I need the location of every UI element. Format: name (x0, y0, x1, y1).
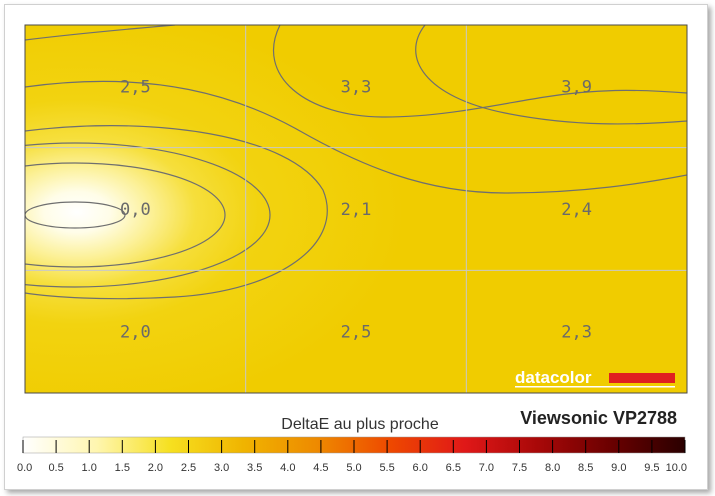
cell-value-label: 2,3 (561, 323, 592, 343)
datacolor-logo-underline (515, 386, 675, 388)
chart-frame: 2,5 3,3 3,9 0,0 2,1 2,4 2,0 2,5 2,3 datacolor De… (4, 4, 708, 490)
datacolor-logo: datacolor (515, 368, 675, 388)
grid-lines (25, 25, 687, 393)
plot-border (24, 24, 688, 394)
colorbar-tick-label: 6.5 (446, 462, 461, 474)
cell-value-label: 2,0 (120, 323, 151, 343)
chart-title: Viewsonic VP2788 (520, 408, 677, 428)
datacolor-logo-bar (609, 373, 675, 383)
colorbar-tick-labels: 0.0 0.5 1.0 1.5 2.0 2.5 3.0 3.5 4.0 4.5 5.0 5.5 6.0 6… (17, 462, 687, 474)
colorbar-tick-label: 3.0 (214, 462, 229, 474)
colorbar-tick-label: 10.0 (666, 462, 687, 474)
contour-line (25, 25, 176, 41)
colorbar-tick-label: 3.5 (247, 462, 262, 474)
datacolor-wordmark: datacolor (515, 368, 592, 387)
contour-lines (25, 25, 687, 300)
colorbar-tick-label: 0.0 (17, 462, 32, 474)
colorbar-tick-label: 4.5 (313, 462, 328, 474)
cell-value-label: 0,0 (120, 200, 151, 220)
colorbar-ticks (22, 440, 686, 453)
contour-line (25, 201, 126, 229)
colorbar: 0.0 0.5 1.0 1.5 2.0 2.5 3.0 3.5 4.0 4.5 5.0 5.5 6.0 6… (17, 436, 687, 474)
colorbar-tick-label: 8.0 (545, 462, 560, 474)
colorbar-tick-label: 6.0 (413, 462, 428, 474)
colorbar-tick-label: 9.0 (611, 462, 626, 474)
contour-line (25, 125, 328, 300)
colorbar-tick-label: 2.0 (148, 462, 163, 474)
colorbar-tick-label: 4.0 (280, 462, 295, 474)
colorbar-tick-label: 2.5 (181, 462, 196, 474)
cell-value-label: 2,1 (341, 200, 372, 220)
contour-line (25, 162, 226, 268)
colorbar-tick-label: 5.0 (346, 462, 361, 474)
contour-line (25, 80, 687, 194)
colorbar-tick-label: 9.5 (644, 462, 659, 474)
heatmap-plot: 2,5 3,3 3,9 0,0 2,1 2,4 2,0 2,5 2,3 datacolor (24, 24, 688, 394)
contour-line (415, 25, 687, 125)
colorbar-tick-label: 1.5 (115, 462, 130, 474)
cell-value-label: 2,5 (120, 77, 151, 97)
contour-line (273, 25, 687, 118)
colorbar-tick-label: 7.5 (512, 462, 527, 474)
cell-value-label: 2,5 (341, 323, 372, 343)
colorbar-tick-label: 7.0 (479, 462, 494, 474)
colorbar-tick-label: 8.5 (578, 462, 593, 474)
colorbar-tick-label: 5.5 (379, 462, 394, 474)
colorbar-tick-label: 0.5 (48, 462, 63, 474)
cell-value-label: 3,9 (561, 77, 592, 97)
cell-value-label: 3,3 (341, 77, 372, 97)
contour-line (25, 142, 271, 288)
colorbar-label: DeltaE au plus proche (281, 416, 439, 433)
cell-labels: 2,5 3,3 3,9 0,0 2,1 2,4 2,0 2,5 2,3 (120, 77, 592, 342)
colorbar-tick-label: 1.0 (82, 462, 97, 474)
cell-value-label: 2,4 (561, 200, 592, 220)
heatmap-field (25, 25, 687, 393)
